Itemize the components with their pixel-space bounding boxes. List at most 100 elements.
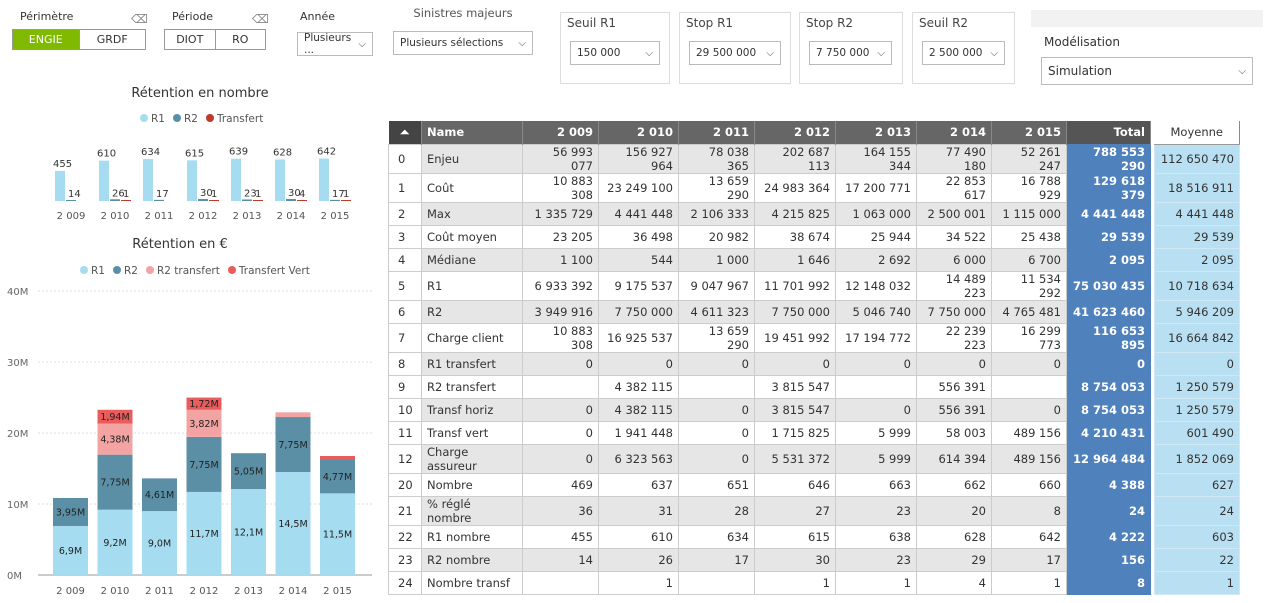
column-header[interactable]: Name (421, 121, 523, 144)
table-cell: 156 927 964 (598, 143, 679, 174)
bar-r2[interactable] (286, 199, 296, 201)
column-header[interactable]: 2 014 (916, 121, 992, 144)
bar-segment-transfert-vert[interactable] (186, 397, 222, 410)
column-header[interactable]: 2 015 (991, 121, 1067, 144)
data-label: 455 (53, 159, 72, 170)
legend-item-transfert-vert[interactable]: Transfert Vert (227, 265, 310, 277)
seuil-r1-dropdown[interactable]: 150 000 ⌵ (570, 41, 660, 65)
bar-segment-r2-transfert[interactable] (186, 409, 222, 437)
table-row[interactable]: 8 R1 transfert 0 0 0 0 0 0 0 0 0 (388, 351, 1240, 376)
sort-icon[interactable]: ⏶ (388, 121, 422, 144)
column-header-moyenne[interactable]: Moyenne (1154, 121, 1240, 145)
bar-segment-r2[interactable] (320, 459, 355, 494)
bar-segment-r1[interactable] (142, 511, 177, 575)
modelisation-dropdown[interactable]: Simulation ⌵ (1041, 57, 1253, 85)
stop-r1-dropdown[interactable]: 29 500 000 ⌵ (689, 41, 781, 65)
table-cell: 22 239 223 (916, 322, 992, 353)
column-header[interactable]: 2 011 (678, 121, 755, 144)
table-row[interactable]: 3 Coût moyen 23 205 36 498 20 982 38 674 25 94… (388, 224, 1240, 249)
table-row[interactable]: 1 Coût 10 883 308 23 249 100 13 659 290 24 98… (388, 172, 1240, 203)
legend-dot (205, 114, 214, 122)
table-row[interactable]: 7 Charge client 10 883 308 16 925 537 13 659… (388, 322, 1240, 353)
perimetre-option-grdf[interactable]: GRDF (96, 33, 128, 46)
bar-r2[interactable] (154, 199, 164, 201)
moyenne-cell: 601 490 (1154, 420, 1240, 445)
bar-r2[interactable] (110, 199, 120, 201)
moyenne-cell: 2 095 (1154, 247, 1240, 272)
bar-transfert[interactable] (209, 200, 219, 201)
legend-item-transfert[interactable]: Transfert (205, 113, 263, 125)
bar-r2[interactable] (198, 199, 208, 201)
bar-segment-transfert-vert[interactable] (320, 456, 355, 460)
bar-r2[interactable] (330, 199, 340, 201)
bar-segment-r1[interactable] (231, 489, 266, 575)
legend-item-r1[interactable]: R1 (140, 113, 165, 125)
bar-r1[interactable] (55, 170, 65, 201)
bar-r2[interactable] (242, 199, 252, 201)
cell-gap (1150, 548, 1155, 571)
table-row[interactable]: 12 Charge assureur 0 6 323 563 0 5 531 372 5 9… (388, 443, 1240, 474)
bar-segment-r2[interactable] (275, 417, 311, 473)
bar-segment-r2[interactable] (97, 454, 133, 510)
bar-segment-r1[interactable] (97, 509, 133, 575)
bar-segment-r2[interactable] (53, 497, 88, 527)
annee-dropdown[interactable]: Plusieurs ... ⌵ (297, 32, 373, 56)
table-row[interactable]: 20 Nombre 469 637 651 646 663 662 660 4 388 627 (388, 472, 1240, 497)
eraser-icon[interactable]: ⌫ (252, 12, 269, 26)
bar-r1[interactable] (319, 158, 329, 201)
stop-r2-dropdown[interactable]: 7 750 000 ⌵ (809, 41, 892, 65)
column-header-total[interactable]: Total (1066, 121, 1151, 144)
legend-item-r2[interactable]: R2 (112, 265, 138, 277)
bar-transfert[interactable] (253, 200, 263, 201)
legend-item-r2-transfert[interactable]: R2 transfert (145, 265, 220, 277)
bar-segment-transfert-vert[interactable] (97, 409, 133, 424)
moyenne-cell: 24 (1154, 495, 1240, 526)
bar-r1[interactable] (231, 158, 241, 201)
bar-transfert[interactable] (297, 200, 307, 201)
table-row[interactable]: 5 R1 6 933 392 9 175 537 9 047 967 11 701 992… (388, 270, 1240, 301)
table-cell: 17 (678, 547, 755, 572)
table-row[interactable]: 4 Médiane 1 100 544 1 000 1 646 2 692 6 000 6 70… (388, 247, 1240, 272)
table-row[interactable]: 9 R2 transfert 4 382 115 3 815 547 556 391 8 … (388, 374, 1240, 399)
table-row[interactable]: 23 R2 nombre 14 26 17 30 23 29 17 156 22 (388, 547, 1240, 572)
table-cell: 3 815 547 (754, 374, 836, 399)
bar-r1[interactable] (187, 160, 197, 201)
bar-segment-r2-transfert[interactable] (275, 413, 311, 418)
table-row[interactable]: 2 Max 1 335 729 4 441 448 2 106 333 4 215 825… (388, 201, 1240, 226)
table-row[interactable]: 22 R1 nombre 455 610 634 615 638 628 642 4 222 603 (388, 524, 1240, 549)
table-cell: 0 (522, 443, 599, 474)
bar-r1[interactable] (99, 160, 109, 201)
column-header[interactable]: 2 012 (754, 121, 836, 144)
bar-segment-r1[interactable] (186, 491, 222, 575)
bar-segment-r2[interactable] (186, 436, 222, 492)
column-header[interactable]: 2 010 (598, 121, 679, 144)
periode-option-ro[interactable]: RO (232, 33, 249, 46)
legend-item-r2[interactable]: R2 (172, 113, 198, 125)
bar-r1[interactable] (275, 159, 285, 201)
sinistres-dropdown[interactable]: Plusieurs sélections ⌵ (393, 31, 533, 55)
bar-segment-r1[interactable] (53, 526, 88, 575)
bar-segment-r1[interactable] (320, 493, 355, 575)
table-row[interactable]: 0 Enjeu 56 993 077 156 927 964 78 038 365 202… (388, 143, 1240, 174)
column-header[interactable]: 2 013 (835, 121, 917, 144)
bar-segment-r2-transfert[interactable] (97, 423, 133, 455)
bar-segment-r2[interactable] (231, 453, 266, 490)
table-row[interactable]: 24 Nombre transf 1 1 1 4 1 8 1 (388, 570, 1240, 595)
table-row[interactable]: 21% réglé nombre 36 31 28 27 23 20 8 24 24 (388, 495, 1240, 526)
bar-segment-r2[interactable] (142, 478, 177, 512)
eraser-icon[interactable]: ⌫ (131, 12, 148, 26)
bar-segment-r1[interactable] (275, 472, 311, 575)
perimetre-option-engie[interactable]: ENGIE (13, 30, 80, 49)
legend-item-r1[interactable]: R1 (80, 265, 105, 277)
bar-r1[interactable] (143, 159, 153, 201)
table-row[interactable]: 11 Transf vert 0 1 941 448 0 1 715 825 5 999 58… (388, 420, 1240, 445)
periode-option-diot[interactable]: DIOT (165, 30, 216, 49)
bar-r2[interactable] (66, 200, 76, 201)
table-row[interactable]: 6 R2 3 949 916 7 750 000 4 611 323 7 750 000 5… (388, 299, 1240, 324)
total-cell: 75 030 435 (1066, 270, 1151, 301)
table-row[interactable]: 10 Transf horiz 0 4 382 115 0 3 815 547 0 556 3… (388, 397, 1240, 422)
seuil-r2-dropdown[interactable]: 2 500 000 ⌵ (922, 41, 1005, 65)
column-header[interactable]: 2 009 (522, 121, 599, 144)
bar-transfert[interactable] (341, 200, 351, 201)
bar-transfert[interactable] (121, 200, 131, 201)
